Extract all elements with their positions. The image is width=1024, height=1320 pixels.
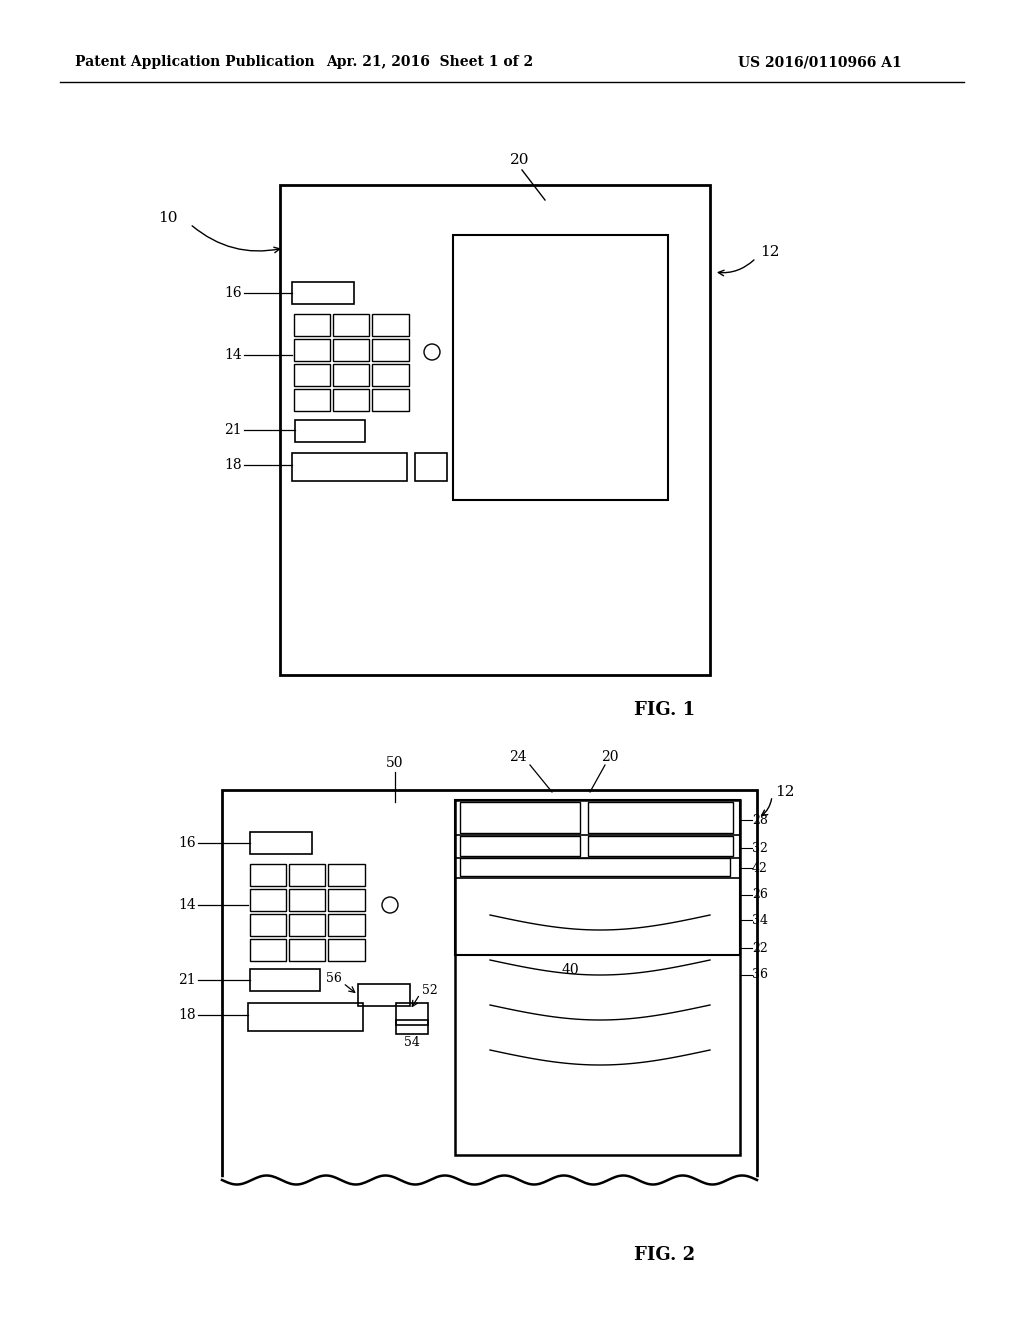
Bar <box>328 863 365 886</box>
Text: 16: 16 <box>178 836 196 850</box>
Bar <box>248 1003 362 1031</box>
Bar <box>328 913 365 936</box>
Text: 24: 24 <box>509 750 526 764</box>
Text: 21: 21 <box>224 422 242 437</box>
Text: 12: 12 <box>775 785 795 799</box>
Text: 16: 16 <box>224 286 242 300</box>
Bar <box>372 363 409 385</box>
Text: 42: 42 <box>752 862 768 874</box>
Bar <box>289 913 326 936</box>
Bar <box>333 314 370 335</box>
Text: 54: 54 <box>404 1036 420 1049</box>
Text: US 2016/0110966 A1: US 2016/0110966 A1 <box>738 55 902 69</box>
Bar <box>250 969 319 991</box>
Text: 12: 12 <box>760 246 779 259</box>
Bar <box>588 803 733 833</box>
Bar <box>372 388 409 411</box>
Bar <box>372 314 409 335</box>
Text: 26: 26 <box>752 888 768 902</box>
Text: 28: 28 <box>752 813 768 826</box>
Text: 10: 10 <box>159 211 178 224</box>
Text: Apr. 21, 2016  Sheet 1 of 2: Apr. 21, 2016 Sheet 1 of 2 <box>327 55 534 69</box>
Text: 34: 34 <box>752 913 768 927</box>
Text: 20: 20 <box>601 750 618 764</box>
Text: 40: 40 <box>561 964 579 977</box>
Bar <box>250 888 286 911</box>
Bar <box>280 185 710 675</box>
Bar <box>333 338 370 360</box>
Bar <box>453 235 668 500</box>
Text: 50: 50 <box>386 756 403 770</box>
Bar <box>250 939 286 961</box>
Text: 32: 32 <box>752 842 768 854</box>
Bar <box>222 789 757 1180</box>
Bar <box>455 800 740 1155</box>
Bar <box>294 363 330 385</box>
Bar <box>328 888 365 911</box>
Text: 36: 36 <box>752 969 768 982</box>
Text: 21: 21 <box>178 973 196 987</box>
Bar <box>289 863 326 886</box>
Bar <box>289 939 326 961</box>
Bar <box>588 836 733 855</box>
Text: 22: 22 <box>752 941 768 954</box>
Bar <box>292 282 354 304</box>
Bar <box>396 1003 428 1026</box>
Bar <box>294 388 330 411</box>
Bar <box>328 939 365 961</box>
Bar <box>460 803 580 833</box>
Text: 14: 14 <box>224 348 242 362</box>
Bar <box>333 388 370 411</box>
Bar <box>415 453 447 480</box>
Bar <box>396 1020 428 1034</box>
Bar <box>358 983 410 1006</box>
Text: 14: 14 <box>178 898 196 912</box>
Text: 18: 18 <box>178 1008 196 1022</box>
Bar <box>250 913 286 936</box>
Text: 56: 56 <box>326 972 342 985</box>
Bar <box>372 338 409 360</box>
Text: 52: 52 <box>422 983 437 997</box>
Bar <box>333 363 370 385</box>
Text: 18: 18 <box>224 458 242 473</box>
Bar <box>460 836 580 855</box>
Bar <box>292 453 407 480</box>
Text: FIG. 2: FIG. 2 <box>635 1246 695 1265</box>
Bar <box>460 858 730 876</box>
Bar <box>289 888 326 911</box>
Text: 20: 20 <box>510 153 529 168</box>
Bar <box>455 800 740 954</box>
Bar <box>295 420 365 442</box>
Bar <box>294 314 330 335</box>
Text: Patent Application Publication: Patent Application Publication <box>75 55 314 69</box>
Bar <box>250 863 286 886</box>
Text: FIG. 1: FIG. 1 <box>635 701 695 719</box>
Bar <box>294 338 330 360</box>
Bar <box>250 832 312 854</box>
